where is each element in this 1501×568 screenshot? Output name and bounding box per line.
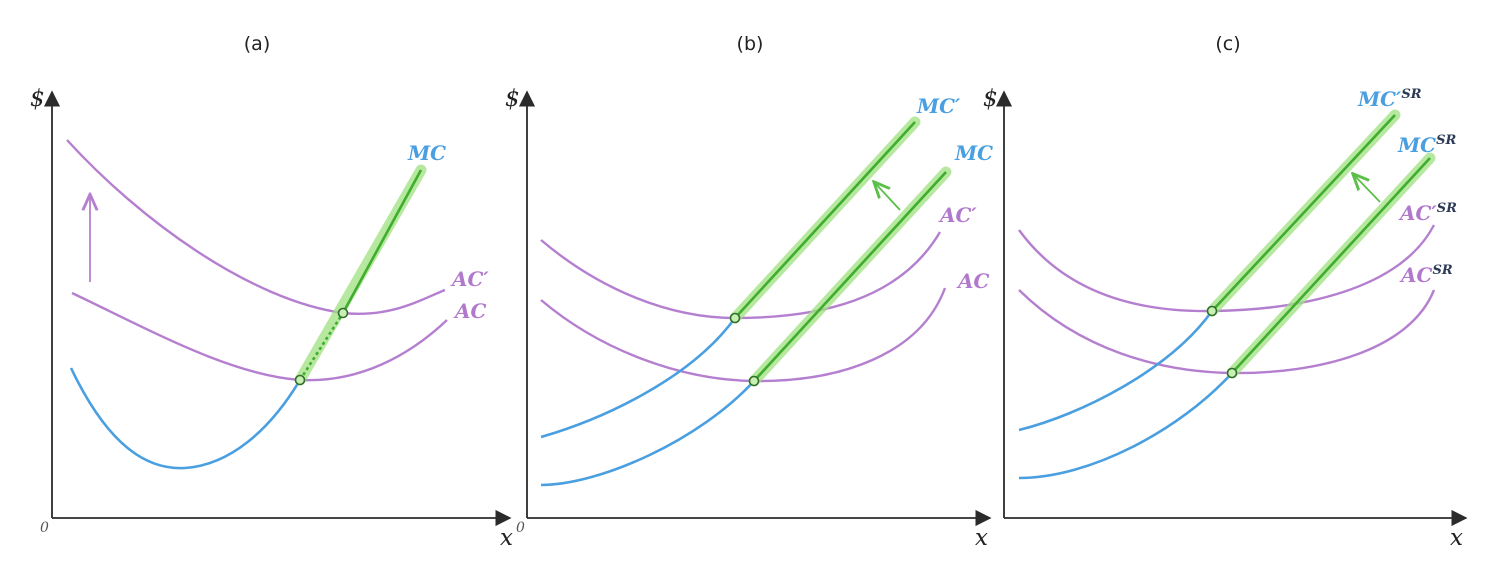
panel-a-mc-dotted-segment [298,312,345,381]
panel-b: (b) $ x 0 MC′ MC AC′ AC [505,33,993,551]
panel-c-ac-label-sup: SR [1432,263,1452,278]
panel-b-origin-label: 0 [516,520,525,536]
panel-a-ac-prime-label: AC′ [450,267,489,291]
panel-a-mc-label: MC [407,141,446,165]
panel-c-mc-sr-lower-curve [1018,372,1233,480]
panel-a-ac-curve [71,291,448,382]
panel-a-mc-upper-segment [341,169,423,314]
panel-c-ac-prime-label-sup: SR [1437,201,1457,216]
panel-b-ac-min-point [748,375,760,387]
panel-c-mc-prime-label-main: MC′ [1357,87,1402,111]
panel-c-ac-prime-label-main: AC′ [1398,201,1437,225]
panel-a-origin-label: 0 [40,520,49,536]
shift-arrow-icon [1354,175,1381,203]
panel-c-ac-label-main: AC [1399,263,1433,287]
panel-c-mc-label-main: MC [1397,133,1436,157]
panel-a-ac-prime-min-point [337,307,349,319]
panel-a-title: (a) [244,33,270,55]
panel-b-mc-label: MC [954,141,993,165]
panel-c-mc-prime-sr-lower-curve [1018,310,1214,432]
panel-a: (a) $ x 0 MC AC′ AC [30,33,513,551]
panel-a-ac-label: AC [453,299,487,323]
panel-a-x-axis-label: x [500,525,513,551]
panel-b-ac-prime-label: AC′ [938,203,977,227]
panel-b-y-axis-label: $ [505,86,520,112]
panel-c-ac-prime-sr-min-point [1206,305,1218,317]
panel-b-mc-prime-upper-segment [734,121,916,319]
panel-c-mc-prime-label-sup: SR [1401,87,1421,102]
panel-b-x-axis-label: x [975,525,988,551]
panel-c-mc-sr-label: MCSR [1397,133,1456,157]
panel-c-ac-sr-label: ACSR [1399,263,1453,287]
panel-b-ac-prime-min-point [729,312,741,324]
panel-b-mc-lower-curve [540,380,755,487]
panel-a-ac-min-point [294,374,306,386]
panel-c-mc-sr-upper-segment [1231,157,1431,374]
panel-c: (c) $ x MC′SR MCSR AC′SR ACSR [983,33,1468,551]
panel-b-mc-upper-segment [753,171,947,382]
panel-b-title: (b) [737,33,764,55]
panel-c-y-axis-label: $ [983,86,998,112]
panel-a-mc-curve [69,367,302,470]
panel-a-y-axis-label: $ [30,86,45,112]
panel-b-ac-label: AC [956,269,990,293]
panel-c-mc-prime-sr-upper-segment [1211,114,1396,312]
panel-c-mc-prime-sr-label: MC′SR [1357,87,1422,111]
panel-b-mc-prime-lower-curve [540,317,737,439]
panel-a-ac-prime-curve [66,139,446,316]
panel-c-ac-sr-min-point [1226,367,1238,379]
shift-arrow-icon [875,183,901,211]
panel-c-ac-prime-sr-label: AC′SR [1398,201,1457,225]
panel-c-title: (c) [1215,33,1240,55]
panel-b-mc-prime-label: MC′ [916,94,961,118]
panel-c-mc-label-sup: SR [1436,133,1456,148]
panel-c-x-axis-label: x [1450,525,1463,551]
